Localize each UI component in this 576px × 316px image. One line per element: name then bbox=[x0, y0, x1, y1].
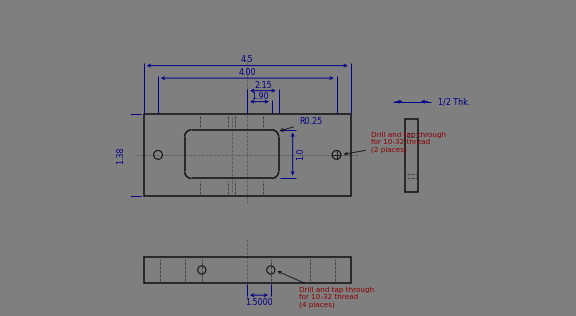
Text: Drill and tap through
for 10-32 thread
(2 places): Drill and tap through for 10-32 thread (… bbox=[344, 132, 446, 155]
Text: 2.15: 2.15 bbox=[254, 81, 272, 90]
Text: 1/2 Thk.: 1/2 Thk. bbox=[438, 97, 471, 106]
Text: 1.0: 1.0 bbox=[296, 148, 305, 160]
Text: 4.5: 4.5 bbox=[241, 55, 253, 64]
Bar bbox=[406, 119, 418, 192]
Bar bbox=[144, 114, 351, 196]
Text: 4.00: 4.00 bbox=[238, 68, 256, 77]
Bar bbox=[144, 257, 351, 283]
Text: 1.38: 1.38 bbox=[116, 146, 126, 164]
Text: 1.90: 1.90 bbox=[251, 92, 268, 101]
Text: R0.25: R0.25 bbox=[281, 118, 322, 131]
Text: 1.5000: 1.5000 bbox=[245, 298, 273, 307]
Text: Drill and tap through
for 10-32 thread
(4 places): Drill and tap through for 10-32 thread (… bbox=[278, 271, 374, 308]
